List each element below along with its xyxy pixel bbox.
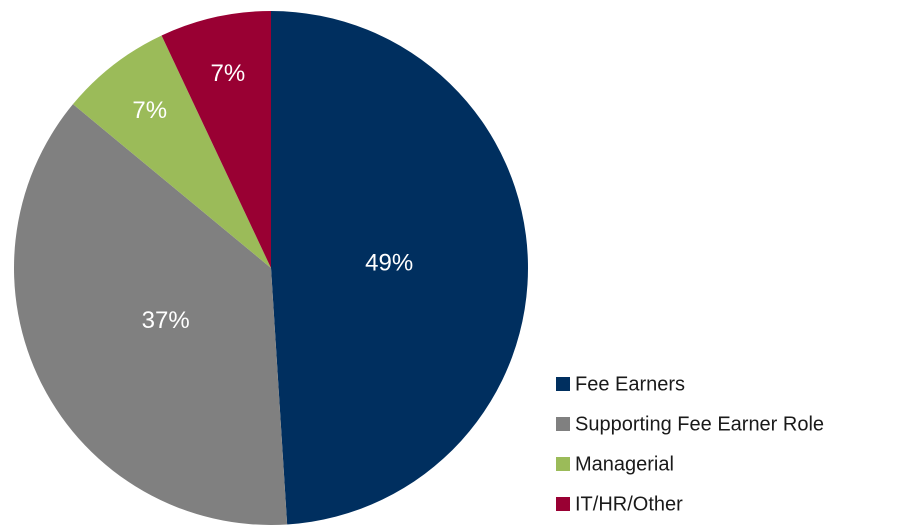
- legend-text: Managerial: [575, 453, 674, 475]
- legend-swatch: [556, 377, 570, 391]
- pie-slice: [271, 11, 528, 525]
- slice-label: 49%: [365, 250, 413, 277]
- slice-label: 37%: [142, 307, 190, 334]
- legend-text: Fee Earners: [575, 373, 685, 395]
- slice-label: 7%: [132, 97, 167, 124]
- legend-swatch: [556, 457, 570, 471]
- legend-text: Supporting Fee Earner Role: [575, 413, 824, 435]
- pie-slice: [72, 35, 272, 269]
- legend-text: IT/HR/Other: [575, 493, 683, 515]
- legend-swatch: [556, 417, 570, 431]
- legend-swatch: [556, 497, 570, 511]
- pie-slice: [14, 104, 288, 525]
- pie-slice: [161, 10, 271, 268]
- slice-label: 7%: [210, 60, 245, 87]
